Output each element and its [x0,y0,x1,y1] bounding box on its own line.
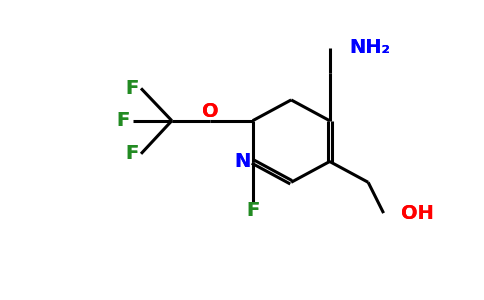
Text: OH: OH [401,204,433,223]
Text: F: F [125,144,138,163]
Circle shape [125,81,139,95]
Text: F: F [116,111,129,130]
Text: F: F [246,201,259,220]
Circle shape [342,40,356,55]
Text: NH₂: NH₂ [349,38,390,57]
Text: F: F [125,79,138,98]
Text: O: O [202,102,219,121]
Circle shape [235,154,249,168]
Text: N: N [234,152,250,171]
Circle shape [116,114,130,128]
Text: N: N [234,152,250,171]
Text: F: F [116,111,129,130]
Text: OH: OH [401,204,433,223]
Circle shape [246,204,259,218]
Text: F: F [246,201,259,220]
Text: F: F [125,144,138,163]
Text: O: O [202,102,219,121]
Text: F: F [125,79,138,98]
Circle shape [125,147,139,161]
Text: NH₂: NH₂ [349,38,390,57]
Circle shape [393,206,408,220]
Circle shape [203,104,217,118]
